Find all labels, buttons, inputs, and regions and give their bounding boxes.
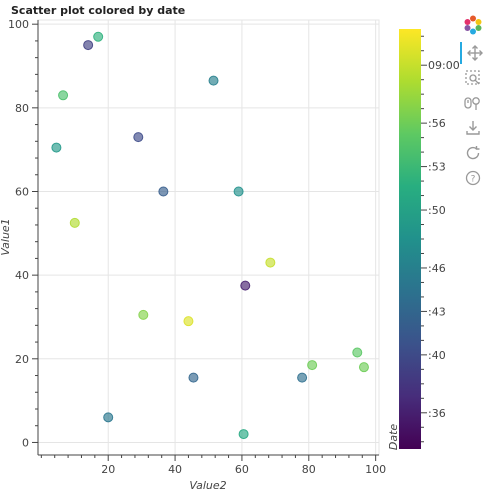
colorbar-tick-label: :43 bbox=[428, 305, 446, 318]
colorbar-tick-label: :46 bbox=[428, 262, 446, 275]
y-tick-label: 20 bbox=[15, 353, 29, 366]
data-point bbox=[240, 280, 251, 291]
y-tick-label: 40 bbox=[15, 269, 29, 282]
help-icon[interactable]: ? bbox=[460, 167, 486, 189]
data-point bbox=[83, 40, 94, 51]
bokeh-logo-icon bbox=[460, 14, 486, 36]
wheel-zoom-icon[interactable] bbox=[460, 92, 486, 114]
data-point bbox=[265, 257, 276, 268]
x-tick-label: 20 bbox=[101, 463, 115, 476]
data-point bbox=[183, 316, 194, 327]
data-point bbox=[358, 362, 369, 373]
data-point bbox=[297, 372, 308, 383]
data-point bbox=[58, 90, 69, 101]
colorbar-tick-label: :53 bbox=[428, 161, 446, 174]
data-point bbox=[208, 75, 219, 86]
colorbar-tick-label: 09:00 bbox=[428, 59, 460, 72]
x-axis-title: Value2 bbox=[189, 479, 226, 492]
data-point bbox=[69, 217, 80, 228]
data-point bbox=[138, 309, 149, 320]
data-point bbox=[158, 186, 169, 197]
data-point bbox=[133, 132, 144, 143]
pan-icon[interactable] bbox=[460, 42, 487, 64]
x-tick-label: 40 bbox=[168, 463, 182, 476]
x-tick-label: 80 bbox=[302, 463, 316, 476]
colorbar-title: Date bbox=[387, 424, 400, 451]
box-zoom-icon[interactable] bbox=[460, 67, 486, 89]
grid-lines bbox=[38, 20, 379, 455]
colorbar-tick-label: :36 bbox=[428, 407, 446, 420]
y-tick-label: 60 bbox=[15, 185, 29, 198]
data-point bbox=[352, 347, 363, 358]
colorbar-tick-label: :50 bbox=[428, 204, 446, 217]
data-point bbox=[103, 412, 114, 423]
y-tick-label: 100 bbox=[8, 18, 29, 31]
save-icon[interactable] bbox=[460, 117, 486, 139]
data-point bbox=[307, 360, 318, 371]
colorbar-axis: :36 :40 :43 :46 :50 :53 :56 09:00 bbox=[421, 35, 460, 443]
colorbar-tick-label: :40 bbox=[428, 349, 446, 362]
data-point bbox=[238, 429, 249, 440]
plot-frame bbox=[37, 19, 380, 456]
data-point bbox=[51, 142, 62, 153]
svg-text:?: ? bbox=[471, 175, 476, 185]
data-point bbox=[93, 31, 104, 42]
reset-icon[interactable] bbox=[460, 142, 486, 164]
y-tick-label: 0 bbox=[22, 436, 29, 449]
y-tick-label: 80 bbox=[15, 102, 29, 115]
axes: 20 40 60 80 100 0 20 40 60 80 100 bbox=[8, 18, 386, 476]
colorbar-tick-label: :56 bbox=[428, 117, 446, 130]
chart-title: Scatter plot colored by date bbox=[11, 4, 185, 17]
colorbar-gradient bbox=[399, 29, 421, 449]
data-point bbox=[188, 372, 199, 383]
x-tick-label: 60 bbox=[235, 463, 249, 476]
data-point bbox=[233, 186, 244, 197]
y-axis-title: Value1 bbox=[0, 218, 12, 255]
x-tick-label: 100 bbox=[365, 463, 386, 476]
data-points bbox=[51, 31, 369, 440]
